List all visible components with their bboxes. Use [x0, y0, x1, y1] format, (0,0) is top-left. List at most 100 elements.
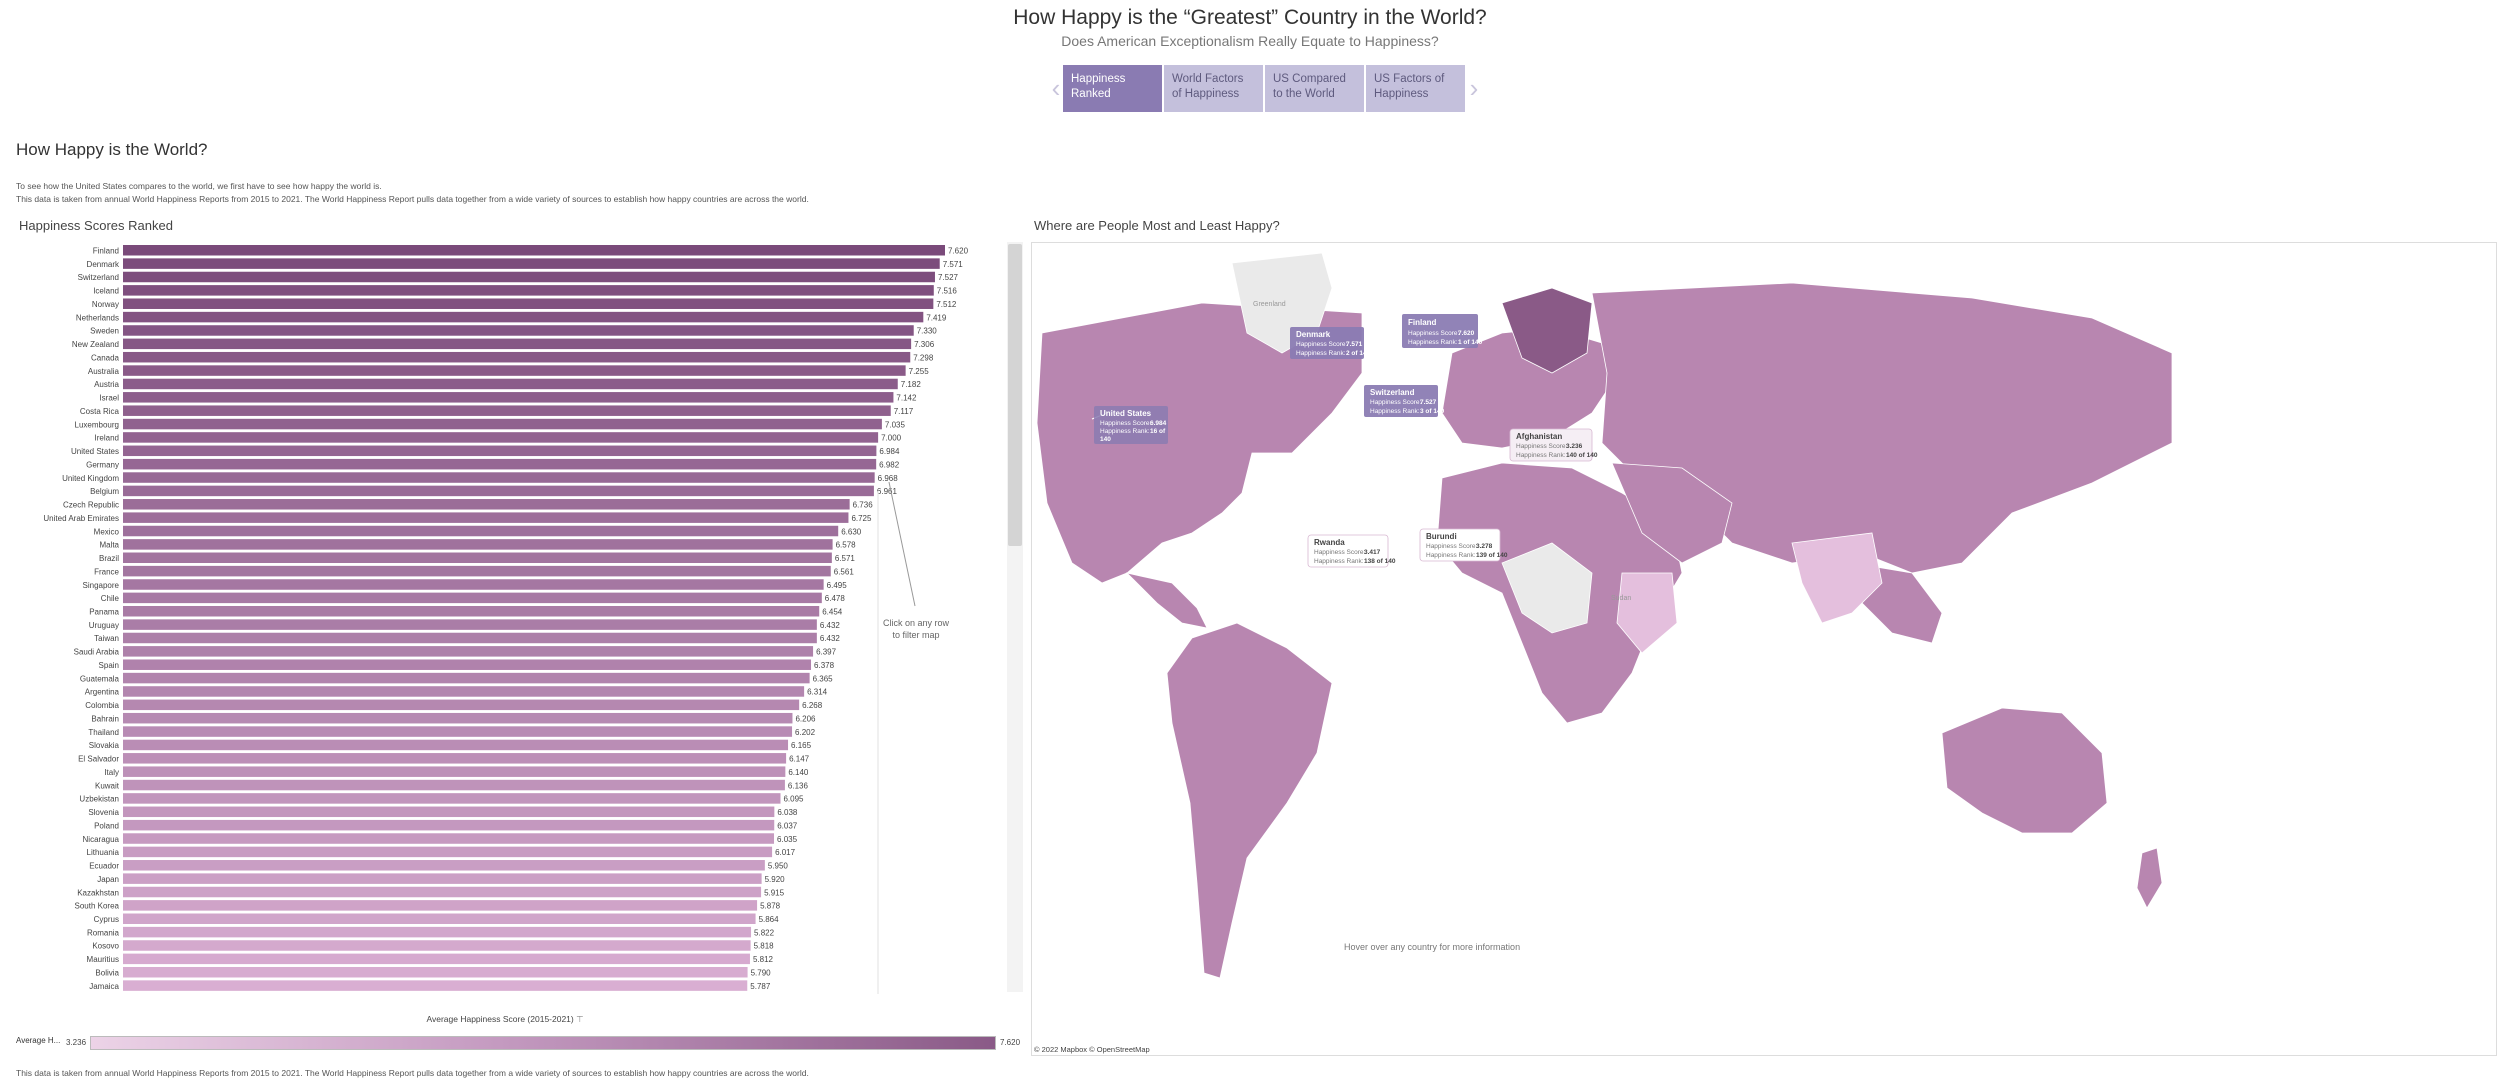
callout-united-states[interactable]: United States Happiness Score: 6.984 Hap… — [1094, 406, 1168, 444]
world-map[interactable]: Greenland Sudan Finland Happiness Score:… — [1031, 242, 2497, 1056]
bar[interactable] — [123, 672, 810, 684]
bar[interactable] — [123, 873, 762, 884]
bar-category-label[interactable]: Chile — [101, 594, 120, 603]
bar[interactable] — [123, 258, 940, 269]
bar-category-label[interactable]: Argentina — [85, 688, 120, 697]
bar[interactable] — [123, 819, 775, 831]
bar[interactable] — [123, 445, 877, 457]
bar-category-label[interactable]: Malta — [99, 541, 119, 550]
callout-rwanda[interactable]: Rwanda Happiness Score: 3.417 Happiness … — [1307, 534, 1396, 568]
bar[interactable] — [123, 605, 820, 617]
bar-category-label[interactable]: Ireland — [95, 434, 119, 443]
bar[interactable] — [123, 726, 793, 737]
bar[interactable] — [123, 833, 775, 844]
bar-category-label[interactable]: Netherlands — [76, 313, 119, 322]
bar[interactable] — [123, 392, 894, 403]
bar-category-label[interactable]: New Zealand — [72, 340, 119, 349]
bar[interactable] — [123, 940, 751, 951]
bar-category-label[interactable]: Czech Republic — [63, 501, 119, 510]
bar-category-label[interactable]: Brazil — [99, 554, 119, 563]
bar-category-label[interactable]: Israel — [99, 394, 119, 403]
bar-category-label[interactable]: Mexico — [94, 527, 120, 536]
bar[interactable] — [123, 886, 762, 898]
filter-icon[interactable]: ⊤ — [576, 1014, 584, 1024]
bar[interactable] — [123, 860, 765, 871]
bar-category-label[interactable]: Mauritius — [87, 955, 119, 964]
bar-category-label[interactable]: Australia — [88, 367, 120, 376]
bar-category-label[interactable]: Belgium — [90, 487, 119, 496]
tab-us-compared[interactable]: US Compared to the World — [1265, 65, 1364, 112]
bar[interactable] — [123, 793, 781, 804]
color-legend-gradient[interactable] — [90, 1036, 996, 1050]
bar[interactable] — [123, 552, 832, 564]
bar-category-label[interactable]: Germany — [86, 460, 119, 469]
bar-category-label[interactable]: Singapore — [83, 581, 120, 590]
bar-category-label[interactable]: Cyprus — [94, 915, 119, 924]
bar-category-label[interactable]: Lithuania — [87, 848, 120, 857]
bar[interactable] — [123, 686, 805, 697]
bar-category-label[interactable]: Switzerland — [78, 273, 119, 282]
bar-category-label[interactable]: Taiwan — [94, 634, 119, 643]
bar-category-label[interactable]: Nicaragua — [83, 835, 120, 844]
bar[interactable] — [123, 659, 812, 670]
bar[interactable] — [123, 365, 906, 376]
bar[interactable] — [123, 926, 752, 938]
bar[interactable] — [123, 592, 822, 604]
bar-category-label[interactable]: Kazakhstan — [77, 888, 119, 897]
bar-category-label[interactable]: Finland — [93, 247, 119, 256]
bar-category-label[interactable]: Romania — [87, 928, 120, 937]
bar[interactable] — [123, 485, 874, 497]
bar-category-label[interactable]: Colombia — [85, 701, 119, 710]
bar[interactable] — [123, 980, 748, 991]
chevron-right-icon[interactable]: › — [1469, 73, 1479, 103]
tab-us-factors[interactable]: US Factors of Happiness — [1366, 65, 1465, 112]
bar[interactable] — [123, 632, 817, 644]
bar-category-label[interactable]: Poland — [94, 821, 119, 830]
bar[interactable] — [123, 900, 758, 911]
bar[interactable] — [123, 458, 877, 470]
bar-category-label[interactable]: Bahrain — [91, 714, 119, 723]
bar[interactable] — [123, 779, 785, 791]
bar[interactable] — [123, 913, 756, 925]
bar[interactable] — [123, 646, 814, 657]
bar[interactable] — [123, 298, 934, 309]
scrollbar-thumb[interactable] — [1008, 244, 1022, 546]
bar-category-label[interactable]: Norway — [92, 300, 119, 309]
callout-finland[interactable]: Finland Happiness Score: 7.620 Happiness… — [1402, 314, 1483, 348]
bar-category-label[interactable]: Italy — [104, 768, 119, 777]
bar-category-label[interactable]: Thailand — [88, 728, 119, 737]
bar[interactable] — [123, 846, 773, 858]
bar-category-label[interactable]: Kuwait — [95, 781, 120, 790]
callout-burundi[interactable]: Burundi Happiness Score: 3.278 Happiness… — [1419, 528, 1508, 562]
bar-category-label[interactable]: United Arab Emirates — [43, 514, 119, 523]
chevron-left-icon[interactable]: ‹ — [1051, 73, 1061, 103]
bar[interactable] — [123, 565, 831, 577]
bar-category-label[interactable]: Bolivia — [95, 968, 119, 977]
bar-category-label[interactable]: Uzbekistan — [79, 795, 119, 804]
bar-category-label[interactable]: Spain — [99, 661, 119, 670]
bar[interactable] — [123, 512, 849, 523]
bar[interactable] — [123, 472, 875, 483]
bar[interactable] — [123, 966, 748, 978]
bar-category-label[interactable]: Luxembourg — [75, 420, 119, 429]
bar[interactable] — [123, 418, 882, 430]
bar[interactable] — [123, 806, 775, 818]
map-attribution[interactable]: © 2022 Mapbox © OpenStreetMap — [1034, 1045, 1150, 1054]
bar[interactable] — [123, 539, 833, 550]
callout-switzerland[interactable]: Switzerland Happiness Score: 7.527 Happi… — [1364, 385, 1445, 417]
bar-category-label[interactable]: Japan — [97, 875, 119, 884]
bar-category-label[interactable]: El Salvador — [78, 755, 119, 764]
bar-category-label[interactable]: Costa Rica — [80, 407, 120, 416]
bar-category-label[interactable]: Jamaica — [89, 982, 119, 991]
bar[interactable] — [123, 338, 912, 350]
bar[interactable] — [123, 271, 935, 283]
bar[interactable] — [123, 245, 945, 256]
bar[interactable] — [123, 432, 879, 443]
bar[interactable] — [123, 525, 839, 537]
callout-afghanistan[interactable]: Afghanistan Happiness Score: 3.236 Happi… — [1509, 428, 1598, 462]
bar-category-label[interactable]: Uruguay — [89, 621, 119, 630]
bar-category-label[interactable]: United Kingdom — [62, 474, 119, 483]
bar-category-label[interactable]: Guatemala — [80, 674, 120, 683]
callout-denmark[interactable]: Denmark Happiness Score: 7.571 Happiness… — [1290, 327, 1371, 359]
bar[interactable] — [123, 499, 850, 510]
